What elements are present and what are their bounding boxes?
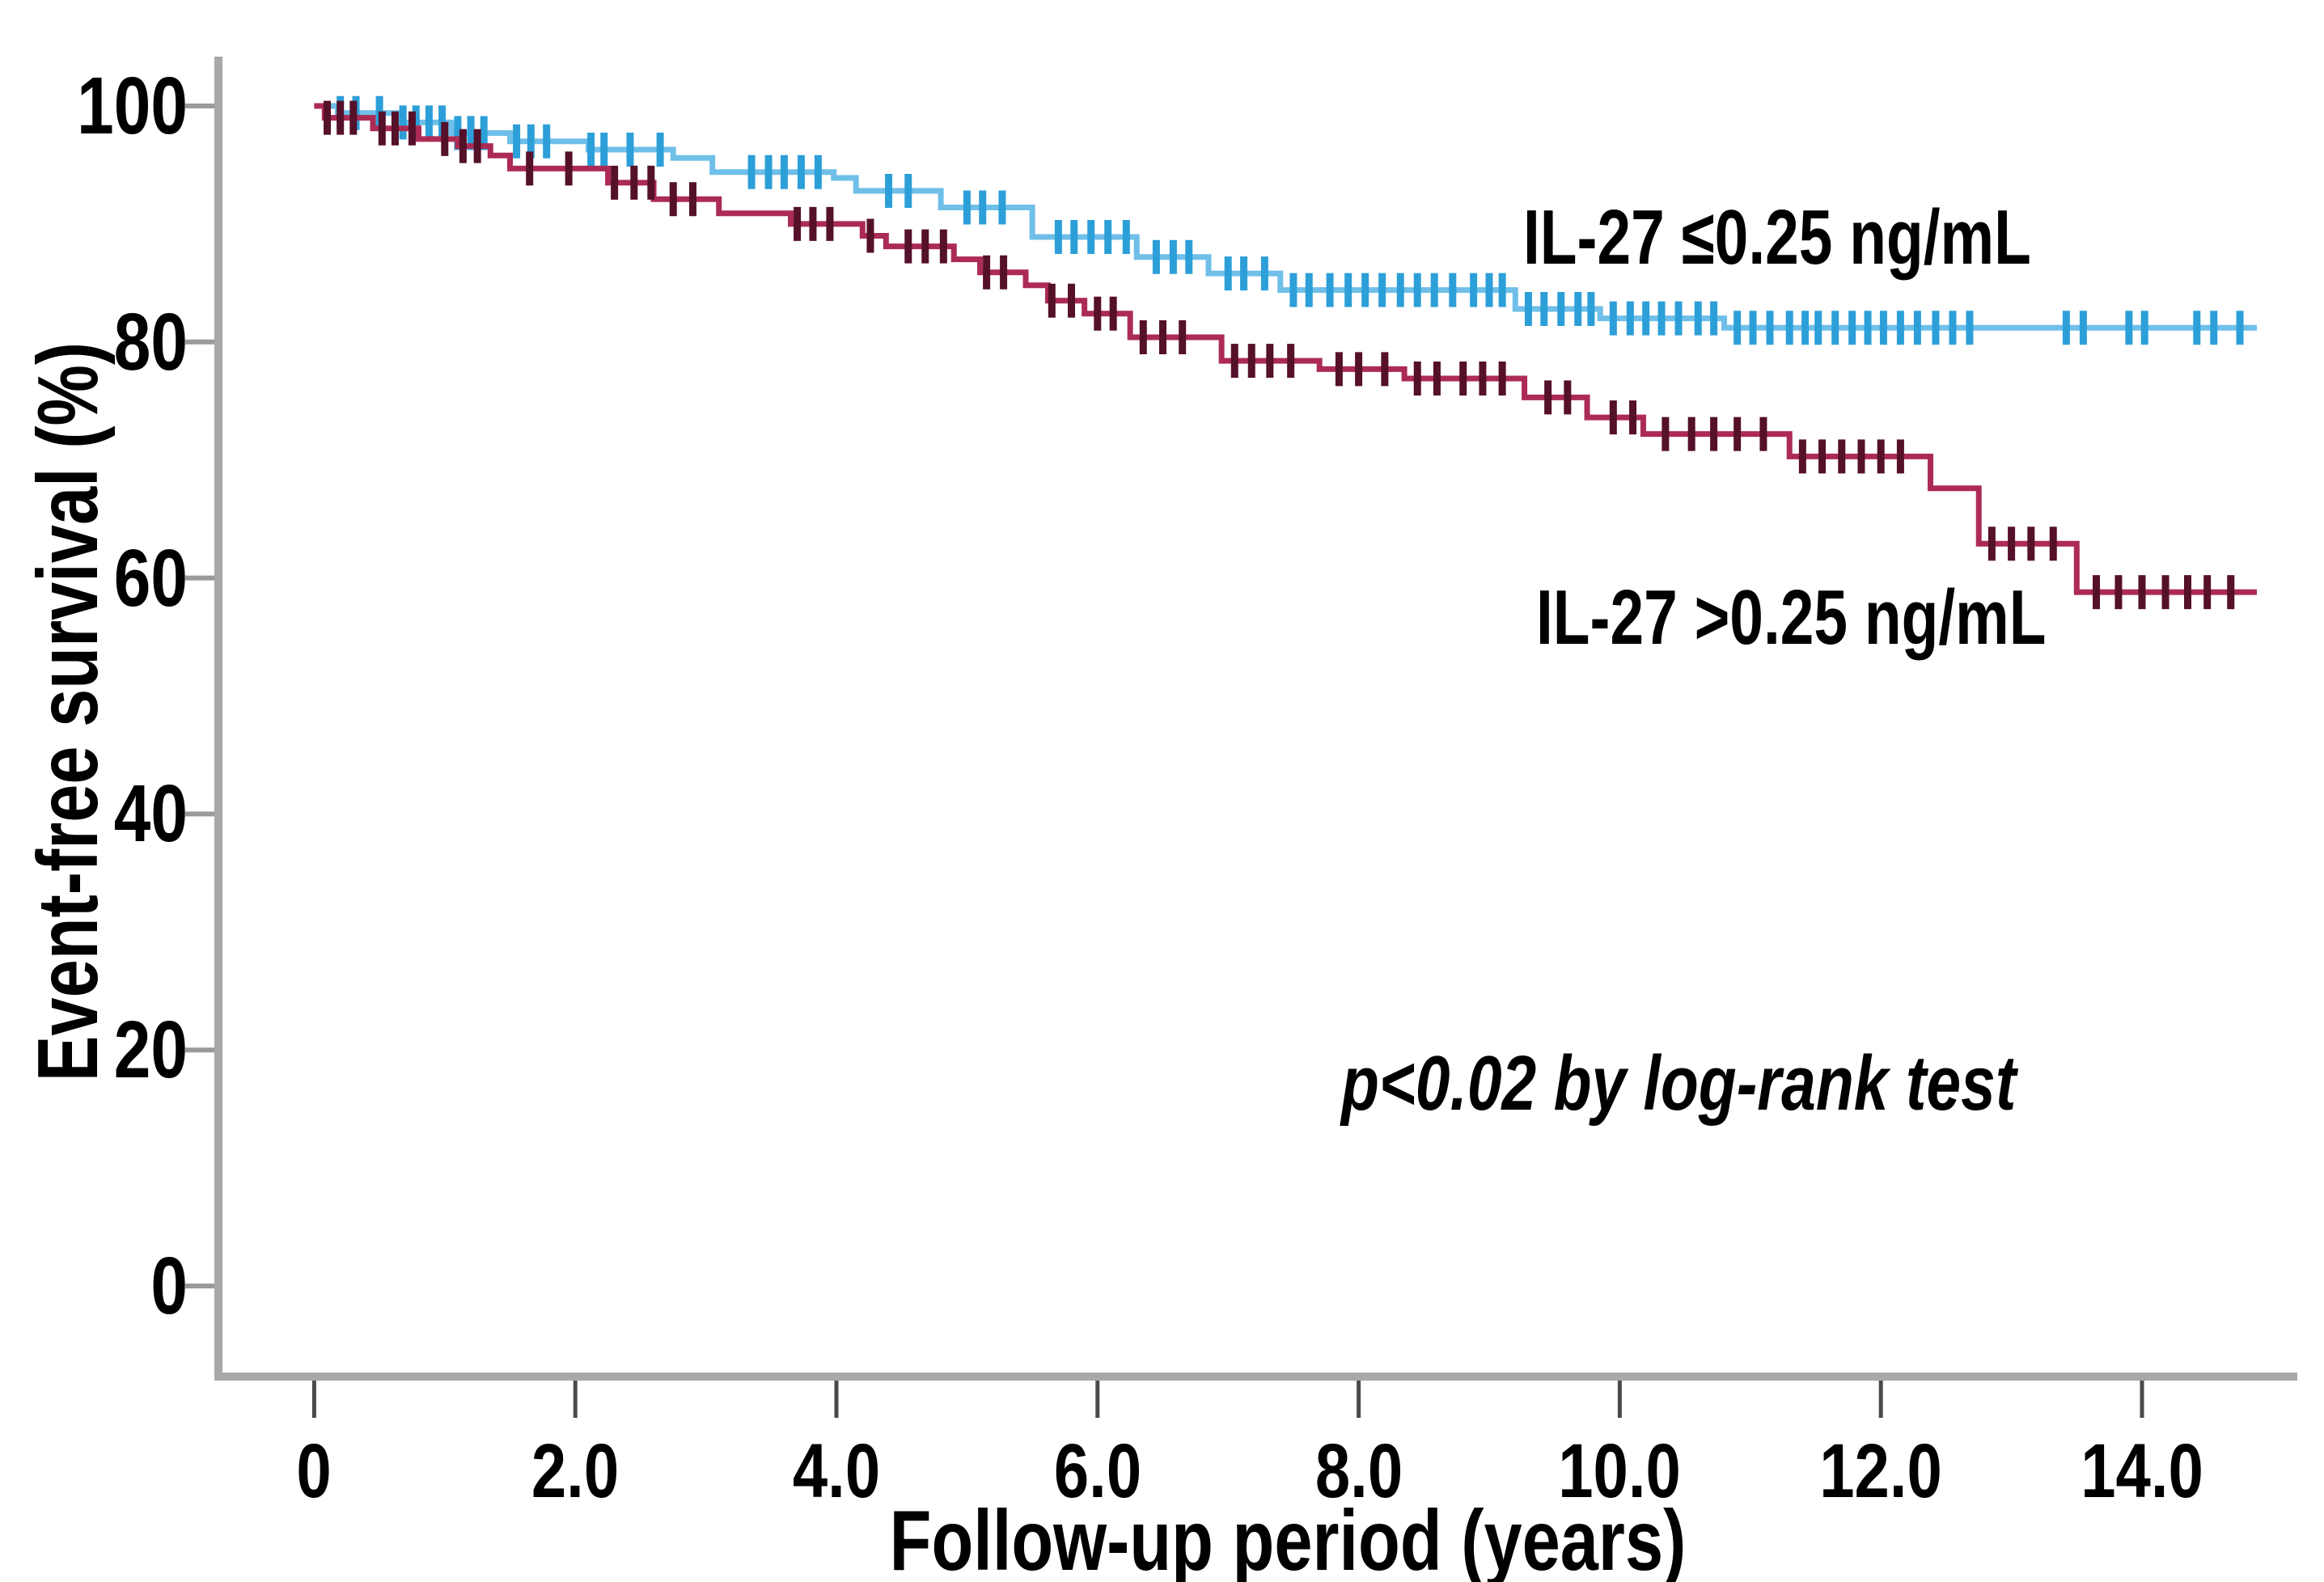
x-tick-label: 6.0 (1053, 1428, 1141, 1514)
x-tick-label: 4.0 (792, 1428, 881, 1514)
y-tick-label: 100 (77, 61, 188, 151)
x-tick-label: 0 (296, 1428, 332, 1514)
legend-label-il27-high: IL-27 >0.25 ng/mL (1536, 574, 2047, 661)
x-tick-label: 12.0 (1819, 1428, 1942, 1514)
x-tick-label: 2.0 (531, 1428, 620, 1514)
y-tick-label: 40 (113, 768, 188, 860)
survival-curve-high (314, 103, 2258, 595)
survival-curve-low (314, 103, 2258, 331)
x-tick-label: 14.0 (2081, 1428, 2203, 1514)
y-tick-label: 0 (150, 1241, 188, 1331)
y-tick-label: 60 (113, 532, 188, 624)
y-tick-label: 80 (113, 296, 188, 387)
x-axis-title: Follow-up period (years) (889, 1493, 1687, 1582)
p-value-annotation: p<0.02 by log-rank test (1341, 1040, 2017, 1127)
legend-label-il27-low: IL-27 ≤0.25 ng/mL (1523, 194, 2031, 281)
y-axis-title: Event-free survival (%) (20, 341, 116, 1082)
x-tick-label: 8.0 (1314, 1428, 1403, 1514)
y-tick-label: 20 (113, 1005, 188, 1096)
x-tick-label: 10.0 (1558, 1428, 1682, 1514)
